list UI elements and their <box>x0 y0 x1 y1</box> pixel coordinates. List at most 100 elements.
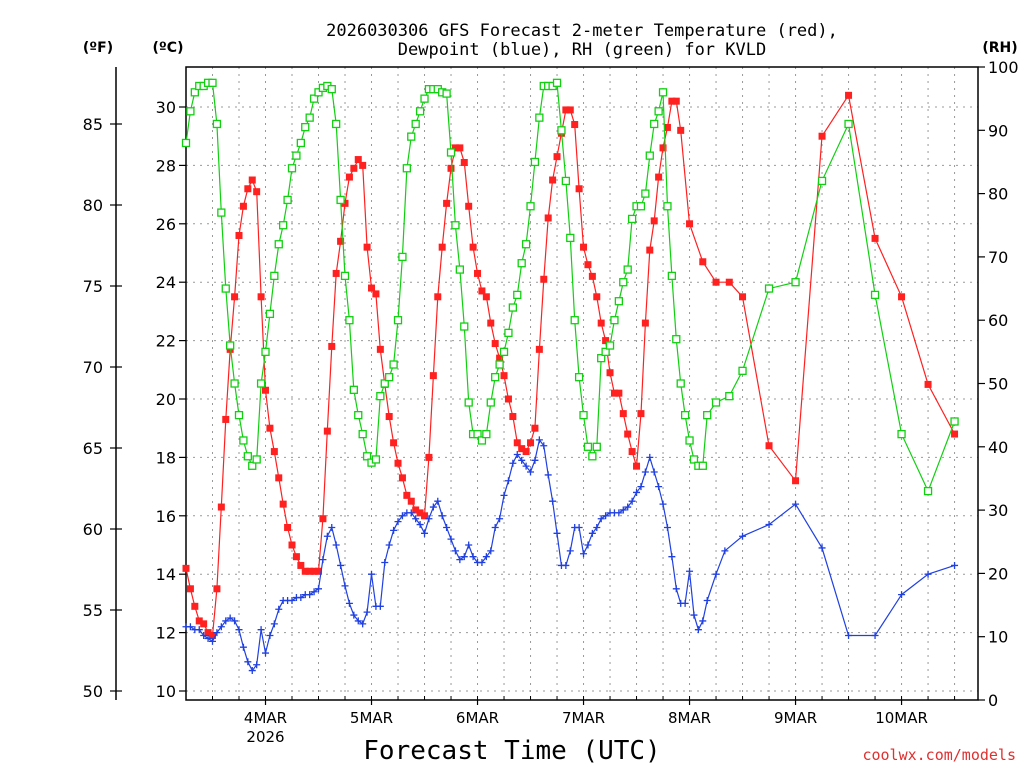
rh-tick-label: 0 <box>988 691 998 710</box>
dewpoint-point <box>217 623 225 631</box>
temperature-point <box>284 523 292 531</box>
dewpoint-point <box>482 553 490 561</box>
temperature-point <box>818 132 826 140</box>
dewpoint-point <box>345 599 353 607</box>
rh-point <box>552 78 562 87</box>
rh-tick-label: 90 <box>988 121 1008 140</box>
dewpoint-point <box>421 529 429 537</box>
rh-point <box>513 290 522 300</box>
dewpoint-point <box>792 500 800 508</box>
dewpoint-point <box>478 559 486 567</box>
rh-point <box>725 392 734 401</box>
dewpoint-point <box>270 620 278 628</box>
celsius-tick-label: 24 <box>156 273 176 292</box>
temperature-point <box>610 389 618 397</box>
temperature-point <box>951 430 959 438</box>
dewpoint-point <box>540 442 548 450</box>
rh-point <box>923 486 933 496</box>
dewpoint-point <box>535 436 543 444</box>
celsius-tick-label: 10 <box>156 682 176 701</box>
rh-point <box>508 303 518 312</box>
dewpoint-point <box>337 561 345 569</box>
temperature-point <box>376 345 384 353</box>
dewpoint-point <box>650 468 658 476</box>
rh-point <box>283 195 292 205</box>
temperature-point <box>398 474 406 482</box>
rh-point <box>358 429 367 439</box>
temperature-point <box>924 380 932 388</box>
rh-point <box>592 442 601 451</box>
fahrenheit-tick-label: 50 <box>83 682 103 701</box>
dewpoint-point <box>412 515 420 523</box>
rh-point <box>349 385 358 394</box>
rh-point <box>252 455 261 464</box>
temperature-point <box>239 202 247 210</box>
dewpoint-point <box>487 547 495 555</box>
dewpoint-point <box>527 468 535 476</box>
rh-point <box>530 157 540 167</box>
dewpoint-point <box>699 617 707 625</box>
x-tick-label: 5MAR <box>350 709 393 727</box>
rh-point <box>574 373 584 382</box>
rh-point <box>817 176 827 186</box>
dewpoint-point <box>575 523 583 531</box>
dewpoint-point <box>235 626 243 634</box>
dewpoint-point <box>663 523 671 531</box>
series-temperature <box>182 91 959 640</box>
dewpoint-point <box>200 632 208 640</box>
temperature-point <box>213 585 221 593</box>
dewpoint-point <box>871 632 879 640</box>
temperature-point <box>217 503 225 511</box>
dewpoint-point <box>460 553 468 561</box>
temperature-point <box>262 386 270 394</box>
dewpoint-point <box>425 515 433 523</box>
temperature-point <box>204 629 212 637</box>
dewpoint-point <box>266 632 274 640</box>
dewpoint-point <box>531 456 539 464</box>
fahrenheit-tick-label: 65 <box>83 439 103 458</box>
dewpoint-point <box>628 497 636 505</box>
series-line <box>185 93 956 637</box>
dewpoint-point <box>213 629 221 637</box>
temperature-point <box>672 97 680 105</box>
rh-point <box>336 195 345 205</box>
rh-point <box>226 341 235 350</box>
temperature-point <box>354 156 362 164</box>
rh-point <box>667 271 677 281</box>
dewpoint-point <box>438 512 446 520</box>
rh-point <box>711 398 721 407</box>
celsius-tick-label: 26 <box>156 215 176 234</box>
dewpoint-point <box>257 626 265 634</box>
rh-point <box>234 410 244 420</box>
temperature-point <box>588 272 596 280</box>
rh-point <box>305 113 314 122</box>
fahrenheit-tick-label: 85 <box>83 115 103 134</box>
temperature-point <box>739 293 747 301</box>
rh-point <box>482 429 491 439</box>
rh-point <box>446 148 456 157</box>
dewpoint-point <box>226 614 234 622</box>
dewpoint-point <box>376 602 384 610</box>
celsius-tick-label: 16 <box>156 507 176 526</box>
temperature-point <box>522 448 530 456</box>
rh-point <box>460 322 469 331</box>
celsius-tick-label: 30 <box>156 98 176 117</box>
temperature-point <box>500 372 508 380</box>
dewpoint-point <box>681 599 689 607</box>
dewpoint-point <box>951 561 959 569</box>
rh-point <box>654 107 663 116</box>
rh-point <box>610 316 619 325</box>
temperature-point <box>628 448 636 456</box>
temperature-point <box>619 410 627 418</box>
rh-point <box>561 176 571 186</box>
rh-point <box>473 429 482 439</box>
temperature-point <box>368 284 376 292</box>
series-line <box>185 81 956 493</box>
temperature-point <box>451 144 459 152</box>
temperature-point <box>319 515 327 523</box>
rh-point <box>791 278 800 287</box>
rh-tick-label: 50 <box>988 375 1008 394</box>
temperature-point <box>504 395 512 403</box>
rh-point <box>362 452 372 461</box>
temperature-point <box>593 293 601 301</box>
